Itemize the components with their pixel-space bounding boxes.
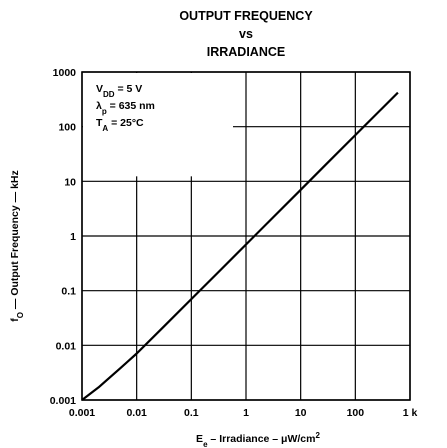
chart-title-line: OUTPUT FREQUENCY — [179, 9, 313, 23]
chart-title: OUTPUT FREQUENCY vs IRRADIANCE — [179, 9, 313, 59]
y-tick-label: 1000 — [53, 67, 77, 79]
chart-title-line: vs — [239, 27, 253, 41]
x-tick-label: 10 — [295, 407, 307, 419]
y-tick-label: 10 — [64, 176, 76, 188]
annotation-background — [83, 73, 233, 177]
y-tick-label: 0.1 — [61, 286, 76, 298]
x-tick-label: 1 — [243, 407, 249, 419]
x-tick-labels: 0.001 0.01 0.1 1 10 100 1 k — [69, 407, 418, 419]
x-tick-label: 1 k — [403, 407, 418, 419]
annotation-line: λp = 635 nm — [96, 100, 155, 116]
series-group — [81, 91, 399, 401]
x-tick-label: 0.1 — [184, 407, 199, 419]
series-line — [81, 91, 399, 401]
plot-frame — [81, 71, 411, 401]
x-tick-label: 0.001 — [69, 407, 95, 419]
y-tick-label: 0.001 — [50, 395, 76, 407]
chart-title-line: IRRADIANCE — [207, 45, 285, 59]
annotation-line: TA = 25°C — [96, 117, 144, 133]
y-tick-label: 1 — [70, 231, 76, 243]
y-tick-labels: 0.001 0.01 0.1 1 10 100 1000 — [50, 67, 76, 407]
x-tick-label: 100 — [347, 407, 365, 419]
y-axis-label: fO — Output Frequency — kHz — [9, 170, 25, 322]
y-tick-label: 0.01 — [56, 340, 77, 352]
x-tick-label: 0.01 — [126, 407, 147, 419]
annotation-line: VDD = 5 V — [96, 83, 142, 99]
y-tick-label: 100 — [58, 122, 76, 134]
x-axis-label: Ee – Irradiance – μW/cm2 — [196, 431, 320, 448]
